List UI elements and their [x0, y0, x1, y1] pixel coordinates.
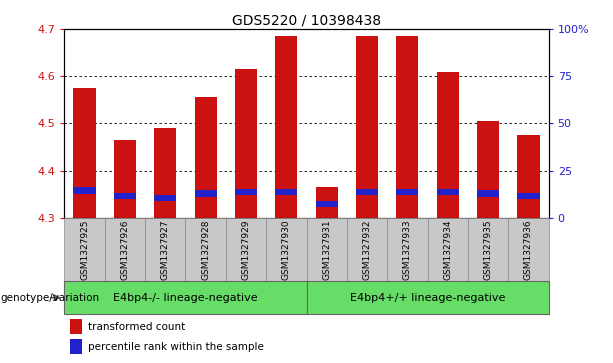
Title: GDS5220 / 10398438: GDS5220 / 10398438: [232, 14, 381, 28]
Bar: [194, 98, 217, 218]
Bar: [306, 281, 549, 314]
Bar: [235, 189, 257, 195]
Bar: [347, 218, 387, 281]
Bar: [74, 88, 96, 218]
Bar: [194, 191, 217, 196]
Bar: [517, 193, 539, 199]
Text: genotype/variation: genotype/variation: [0, 293, 99, 303]
Bar: [105, 218, 145, 281]
Text: GSM1327933: GSM1327933: [403, 220, 412, 280]
Bar: [74, 187, 96, 194]
Bar: [154, 128, 177, 218]
Bar: [477, 191, 499, 196]
Bar: [154, 195, 177, 201]
Bar: [396, 36, 419, 218]
Bar: [64, 218, 105, 281]
Text: E4bp4+/+ lineage-negative: E4bp4+/+ lineage-negative: [350, 293, 505, 303]
Bar: [477, 121, 499, 218]
Text: GSM1327931: GSM1327931: [322, 220, 331, 280]
Text: GSM1327929: GSM1327929: [242, 220, 251, 280]
Text: GSM1327936: GSM1327936: [524, 220, 533, 280]
Text: GSM1327927: GSM1327927: [161, 220, 170, 280]
Text: GSM1327932: GSM1327932: [362, 220, 371, 280]
Text: GSM1327930: GSM1327930: [282, 220, 291, 280]
Bar: [396, 189, 419, 195]
Text: E4bp4-/- lineage-negative: E4bp4-/- lineage-negative: [113, 293, 257, 303]
Bar: [468, 218, 508, 281]
Text: GSM1327926: GSM1327926: [120, 220, 129, 280]
Bar: [64, 281, 306, 314]
Bar: [427, 218, 468, 281]
Bar: [226, 218, 266, 281]
Bar: [275, 36, 297, 218]
Text: GSM1327928: GSM1327928: [201, 220, 210, 280]
Bar: [356, 36, 378, 218]
Bar: [517, 135, 539, 218]
Bar: [275, 189, 297, 195]
Bar: [266, 218, 306, 281]
Bar: [114, 140, 136, 218]
Bar: [316, 201, 338, 207]
Bar: [436, 189, 459, 195]
Bar: [508, 218, 549, 281]
Text: percentile rank within the sample: percentile rank within the sample: [88, 342, 264, 352]
Bar: [145, 218, 185, 281]
Text: GSM1327935: GSM1327935: [484, 220, 493, 280]
Bar: [436, 72, 459, 218]
Bar: [316, 187, 338, 218]
Text: GSM1327925: GSM1327925: [80, 220, 89, 280]
Bar: [387, 218, 428, 281]
Text: transformed count: transformed count: [88, 322, 185, 332]
Bar: [114, 193, 136, 199]
Text: GSM1327934: GSM1327934: [443, 220, 452, 280]
Bar: [356, 189, 378, 195]
Bar: [185, 218, 226, 281]
Bar: [235, 69, 257, 218]
Bar: [306, 218, 347, 281]
